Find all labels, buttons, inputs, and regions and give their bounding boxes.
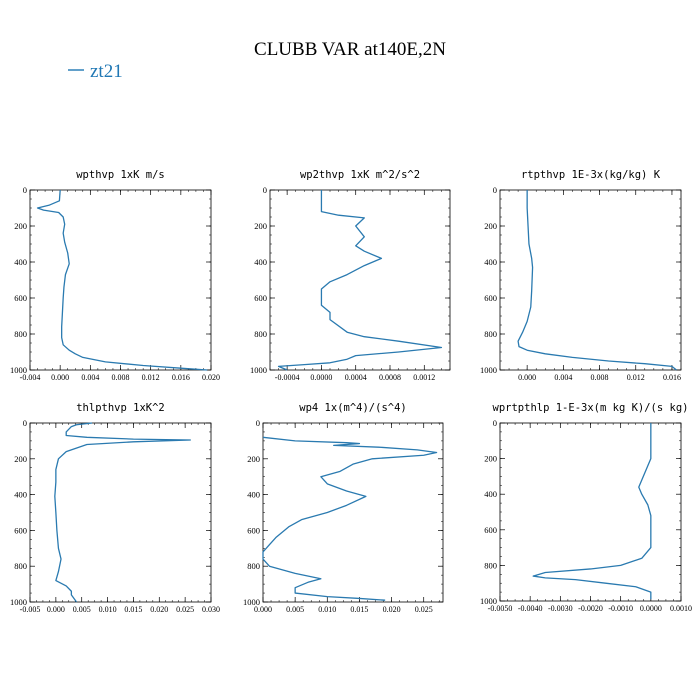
- y-tick-label: 200: [254, 221, 267, 231]
- chart-panel-2: wp2thvp 1xK m^2/s^2 -0.0004 0.0000 0.0004 0.…: [250, 169, 451, 382]
- x-tick-label: 0.000: [47, 605, 65, 614]
- y-tick-label: 400: [254, 257, 267, 267]
- x-tick-label: 0.0000: [310, 373, 332, 382]
- x-tick-label: 0.008: [591, 373, 609, 382]
- series-line-zt21: [54, 422, 191, 603]
- y-tick-label: 0: [493, 185, 497, 195]
- y-tick-label: 600: [247, 525, 260, 535]
- x-tick-label: 0.008: [112, 373, 130, 382]
- x-tick-label: 0.004: [554, 373, 572, 382]
- x-tick-label: 0.0004: [345, 373, 367, 382]
- x-tick-label: -0.0030: [548, 604, 573, 613]
- y-tick-label: 200: [247, 454, 260, 464]
- y-tick-label: 0: [23, 185, 27, 195]
- y-tick-label: 600: [14, 525, 27, 535]
- panel-title: thlpthvp 1xK^2: [76, 402, 165, 414]
- y-tick-label: 0: [263, 185, 267, 195]
- legend-label: zt21: [90, 61, 123, 82]
- y-tick-label: 1000: [10, 365, 27, 375]
- x-tick-label: 0.030: [202, 605, 220, 614]
- x-tick-label: 0.025: [176, 605, 194, 614]
- y-tick-label: 800: [254, 329, 267, 339]
- y-tick-label: 600: [484, 293, 497, 303]
- chart-panel-5: wp4 1x(m^4)/(s^4) 0.000 0.005 0.010 0.015 0.0…: [243, 402, 444, 614]
- y-tick-label: 800: [14, 561, 27, 571]
- panels: wpthvp 1xK m/s -0.004 0.000 0.004 0.008 0.012…: [10, 169, 692, 614]
- x-tick-label: -0.004: [20, 373, 41, 382]
- x-tick-label: 0.0000: [640, 604, 662, 613]
- y-tick-label: 600: [254, 293, 267, 303]
- y-tick-label: 800: [14, 329, 27, 339]
- figure-title: CLUBB VAR at140E,2N: [254, 39, 446, 60]
- y-tick-label: 0: [256, 418, 260, 428]
- y-tick-label: 1000: [10, 597, 27, 607]
- y-tick-label: 200: [484, 221, 497, 231]
- x-tick-label: -0.0020: [578, 604, 603, 613]
- chart-panel-6: wprtpthlp 1-E-3x(m kg K)/(s kg) -0.0050 -0…: [480, 402, 692, 613]
- y-tick-label: 800: [484, 560, 497, 570]
- x-tick-label: 0.016: [172, 373, 190, 382]
- plot-frame: [499, 422, 682, 602]
- x-tick-label: 0.020: [202, 373, 220, 382]
- y-tick-label: 1000: [480, 596, 497, 606]
- y-tick-label: 0: [493, 418, 497, 428]
- panel-title: wp2thvp 1xK m^2/s^2: [300, 169, 420, 181]
- y-tick-label: 200: [484, 454, 497, 464]
- panel-title: wp4 1x(m^4)/(s^4): [299, 402, 406, 414]
- x-tick-label: 0.0010: [670, 604, 692, 613]
- x-tick-label: 0.016: [663, 373, 681, 382]
- series-line-zt21: [277, 190, 443, 371]
- y-tick-label: 400: [484, 257, 497, 267]
- x-tick-label: 0.012: [627, 373, 645, 382]
- x-tick-label: 0.000: [51, 373, 69, 382]
- chart-panel-4: thlpthvp 1xK^2 -0.005 0.000 0.005 0.010 0.015…: [10, 402, 220, 614]
- x-tick-label: 0.012: [142, 373, 160, 382]
- y-tick-label: 600: [14, 293, 27, 303]
- panel-title: wpthvp 1xK m/s: [76, 169, 165, 181]
- y-tick-label: 400: [14, 257, 27, 267]
- x-tick-label: 0.020: [383, 605, 401, 614]
- y-tick-label: 400: [484, 489, 497, 499]
- y-tick-label: 800: [247, 561, 260, 571]
- series-line-zt21: [262, 436, 438, 601]
- x-tick-label: 0.010: [318, 605, 336, 614]
- chart-panel-1: wpthvp 1xK m/s -0.004 0.000 0.004 0.008 0.012…: [10, 169, 220, 382]
- plot-frame: [29, 189, 212, 371]
- y-tick-label: 600: [484, 525, 497, 535]
- y-tick-label: 400: [247, 490, 260, 500]
- x-tick-label: 0.010: [99, 605, 117, 614]
- y-tick-label: 400: [14, 490, 27, 500]
- y-tick-label: 200: [14, 221, 27, 231]
- x-tick-label: -0.0010: [608, 604, 633, 613]
- panel-title: wprtpthlp 1-E-3x(m kg K)/(s kg): [493, 402, 689, 414]
- x-tick-label: 0.015: [350, 605, 368, 614]
- series-line-zt21: [532, 423, 652, 600]
- x-tick-label: 0.000: [254, 605, 272, 614]
- x-tick-label: -0.0040: [518, 604, 543, 613]
- y-tick-label: 1000: [250, 365, 267, 375]
- x-tick-label: 0.000: [518, 373, 536, 382]
- legend: zt21: [68, 61, 123, 82]
- x-tick-label: 0.0008: [379, 373, 401, 382]
- panel-title: rtpthvp 1E-3x(kg/kg) K: [521, 169, 661, 181]
- x-tick-label: 0.025: [415, 605, 433, 614]
- y-tick-label: 1000: [243, 597, 260, 607]
- series-line-zt21: [517, 190, 677, 371]
- y-tick-label: 1000: [480, 365, 497, 375]
- x-tick-label: -0.0050: [488, 604, 513, 613]
- x-tick-label: 0.005: [73, 605, 91, 614]
- y-tick-label: 0: [23, 418, 27, 428]
- x-tick-label: -0.005: [20, 605, 41, 614]
- y-tick-label: 200: [14, 454, 27, 464]
- x-tick-label: 0.004: [81, 373, 99, 382]
- x-tick-label: 0.015: [124, 605, 142, 614]
- x-tick-label: 0.020: [150, 605, 168, 614]
- x-tick-label: 0.005: [286, 605, 304, 614]
- y-tick-label: 800: [484, 329, 497, 339]
- x-tick-label: -0.0004: [275, 373, 300, 382]
- series-line-zt21: [36, 189, 208, 371]
- chart-panel-3: rtpthvp 1E-3x(kg/kg) K 0.000 0.004 0.008 0.0…: [480, 169, 682, 382]
- x-tick-label: 0.0012: [413, 373, 435, 382]
